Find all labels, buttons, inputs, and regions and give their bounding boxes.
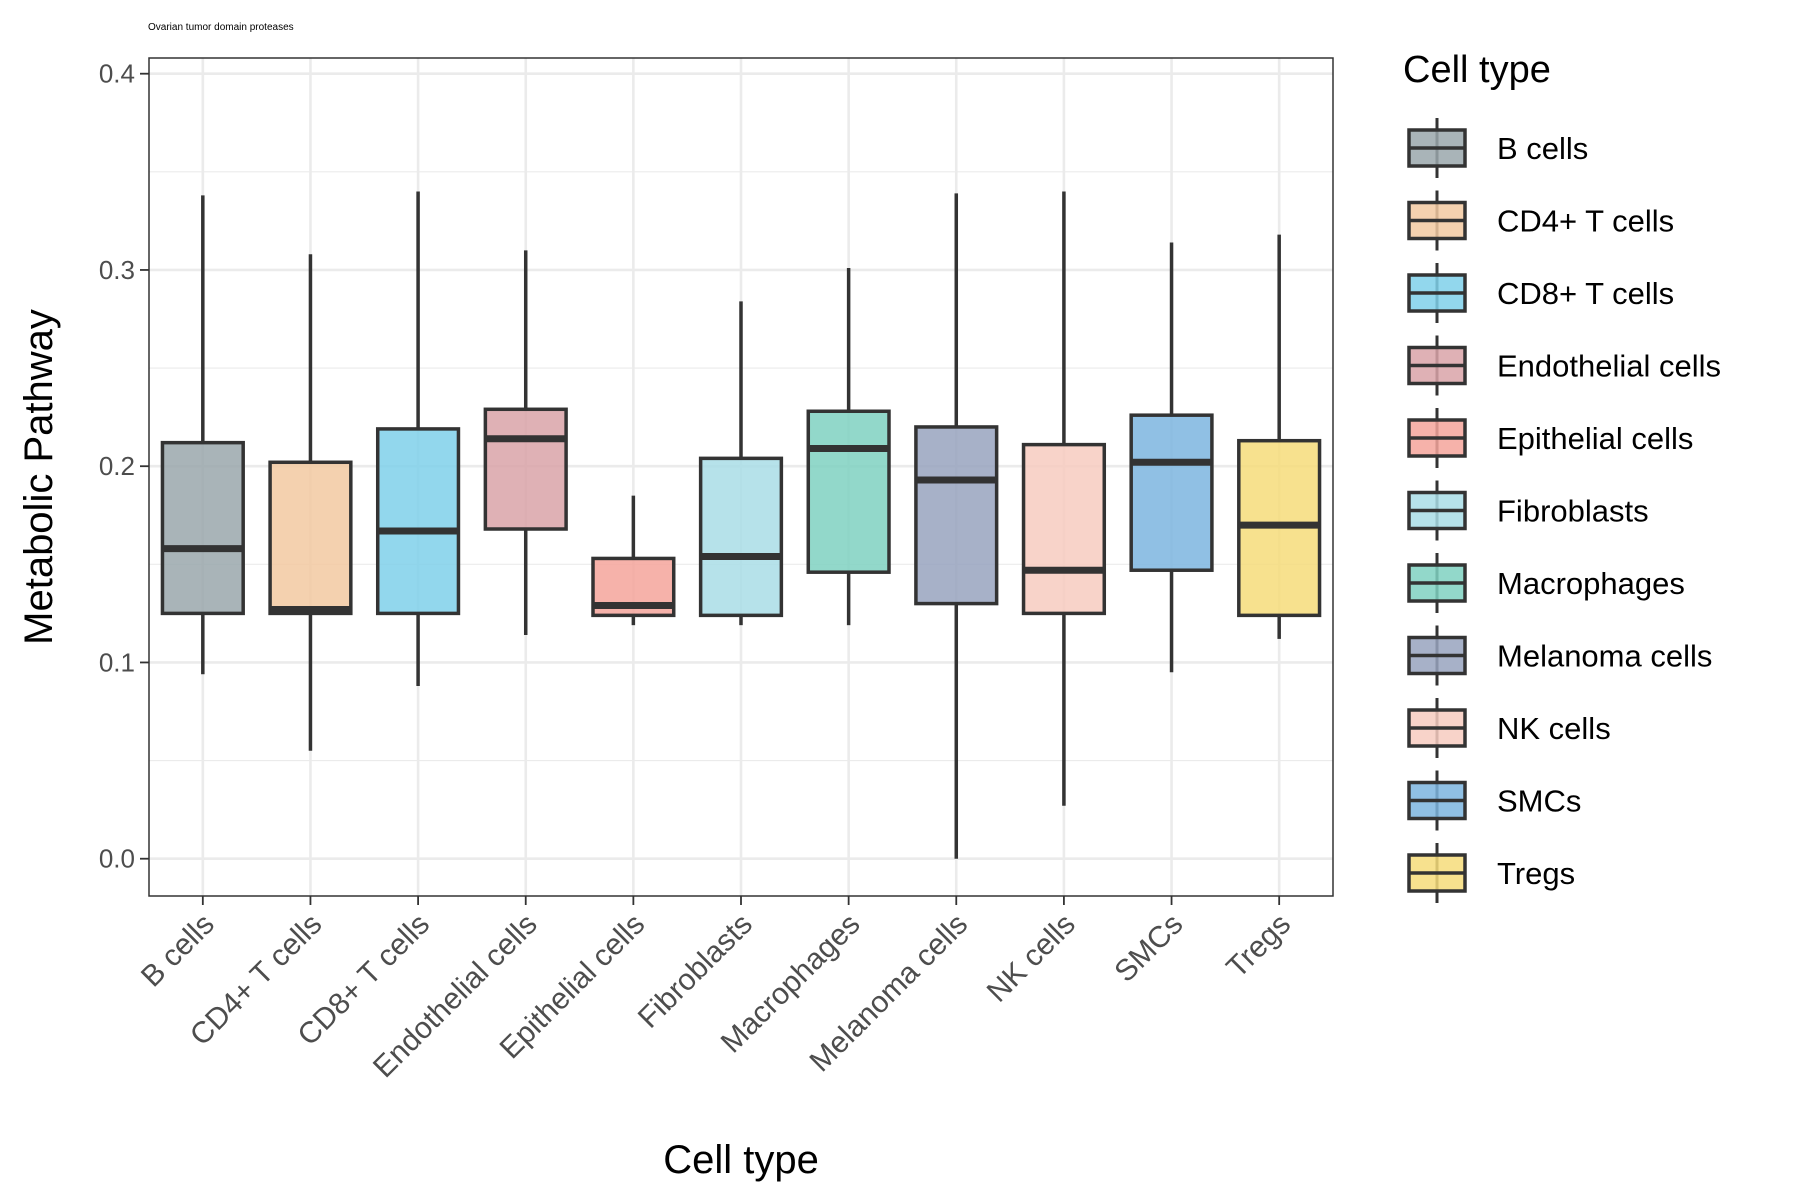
iqr-box <box>483 407 568 531</box>
x-tick-label: B cells <box>135 908 221 994</box>
legend-label: Macrophages <box>1497 566 1685 601</box>
boxes <box>160 191 1322 859</box>
legend-label: CD4+ T cells <box>1497 204 1674 239</box>
box-tregs <box>1237 234 1322 639</box>
legend-item: Endothelial cells <box>1407 335 1721 396</box>
legend-item: Epithelial cells <box>1407 408 1693 468</box>
iqr-box <box>698 456 784 618</box>
legend-items: B cells CD4+ T cells CD8+ T cells Endotheli… <box>1407 118 1721 903</box>
legend-label: Fibroblasts <box>1497 494 1649 529</box>
chart-title: Ovarian tumor domain proteases <box>148 22 294 33</box>
legend-label: B cells <box>1497 131 1588 166</box>
box-b-cells <box>160 195 245 675</box>
box-macrophages <box>806 267 891 626</box>
y-tick-label: 0.0 <box>99 844 135 874</box>
box-epithelial-cells <box>591 495 676 626</box>
legend: Cell type B cells CD4+ T cells CD8+ T cell… <box>1403 49 1721 903</box>
x-axis-title: Cell type <box>663 1138 819 1182</box>
iqr-box <box>914 425 999 606</box>
x-tick-label: NK cells <box>981 908 1082 1009</box>
box-cd8-t-cells <box>375 191 461 687</box>
legend-label: NK cells <box>1497 711 1611 746</box>
box-fibroblasts <box>698 301 784 626</box>
y-axis-title: Metabolic Pathway <box>17 309 61 645</box>
plot-panel <box>148 57 1334 897</box>
y-axis: 0.0 0.1 0.2 0.3 0.4 <box>99 59 149 874</box>
y-tick-label: 0.3 <box>99 255 135 285</box>
y-tick-label: 0.1 <box>99 647 135 677</box>
iqr-box <box>375 427 461 616</box>
iqr-box <box>806 409 891 574</box>
legend-item: B cells <box>1407 118 1588 178</box>
legend-item: SMCs <box>1407 770 1581 831</box>
y-tick-label: 0.4 <box>99 59 135 89</box>
legend-label: SMCs <box>1497 784 1581 819</box>
box-melanoma-cells <box>914 193 999 859</box>
box-smcs <box>1129 242 1214 673</box>
x-tick-label: Tregs <box>1220 908 1297 985</box>
y-tick-label: 0.2 <box>99 451 135 481</box>
legend-item: NK cells <box>1407 698 1611 758</box>
legend-label: Epithelial cells <box>1497 421 1693 456</box>
box-endothelial-cells <box>483 250 568 635</box>
legend-item: Fibroblasts <box>1407 480 1649 541</box>
iqr-box <box>268 460 353 616</box>
legend-item: Melanoma cells <box>1407 625 1712 686</box>
legend-label: Endothelial cells <box>1497 349 1721 384</box>
legend-label: CD8+ T cells <box>1497 276 1674 311</box>
legend-item: CD8+ T cells <box>1407 263 1674 323</box>
legend-item: Tregs <box>1407 843 1575 903</box>
legend-label: Tregs <box>1497 856 1575 891</box>
x-tick-label: SMCs <box>1108 908 1189 989</box>
legend-item: Macrophages <box>1407 553 1685 613</box>
iqr-box <box>1021 442 1107 616</box>
box-cd4-t-cells <box>268 254 353 751</box>
iqr-box <box>1129 413 1214 572</box>
legend-item: CD4+ T cells <box>1407 190 1674 251</box>
legend-label: Melanoma cells <box>1497 639 1712 674</box>
box-nk-cells <box>1021 191 1107 806</box>
legend-title: Cell type <box>1403 49 1551 91</box>
iqr-box <box>160 440 245 616</box>
